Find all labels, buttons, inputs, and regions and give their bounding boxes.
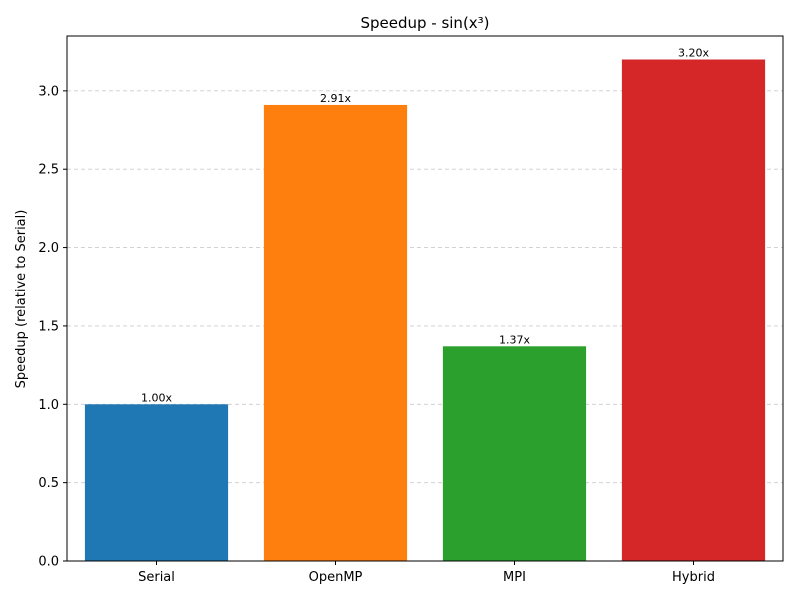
axes-frame <box>66 35 784 562</box>
data-label: 1.00x <box>141 391 172 404</box>
x-tick-label: MPI <box>503 570 526 585</box>
bar-layer <box>84 59 766 562</box>
data-label: 2.91x <box>320 92 351 105</box>
bar-serial <box>84 404 229 561</box>
y-tick-label: 0.5 <box>38 476 59 491</box>
x-tick-label: OpenMP <box>309 570 363 585</box>
y-tick-label: 2.0 <box>38 241 59 256</box>
y-tick-label: 0.0 <box>38 555 59 570</box>
y-tick-label: 3.0 <box>38 84 59 99</box>
tick-layer: 0.0 0.5 1.0 1.5 2.0 2.5 3.0 Serial OpenMP MPI Hybr… <box>38 84 715 585</box>
y-axis-label: Speedup (relative to Serial) <box>14 210 29 389</box>
y-tick-label: 1.0 <box>38 398 59 413</box>
chart-title: Speedup - sin(x³) <box>360 14 489 32</box>
data-label: 1.37x <box>499 333 530 346</box>
bar-mpi <box>442 346 587 561</box>
bar-openmp <box>263 104 408 561</box>
y-tick-label: 1.5 <box>38 319 59 334</box>
data-label-layer: 1.00x 2.91x 1.37x 3.20x <box>141 47 709 405</box>
y-tick-label: 2.5 <box>38 163 59 178</box>
data-label: 3.20x <box>678 47 709 60</box>
x-tick-label: Serial <box>138 570 175 585</box>
bar-hybrid <box>621 59 766 562</box>
x-tick-label: Hybrid <box>672 570 715 585</box>
